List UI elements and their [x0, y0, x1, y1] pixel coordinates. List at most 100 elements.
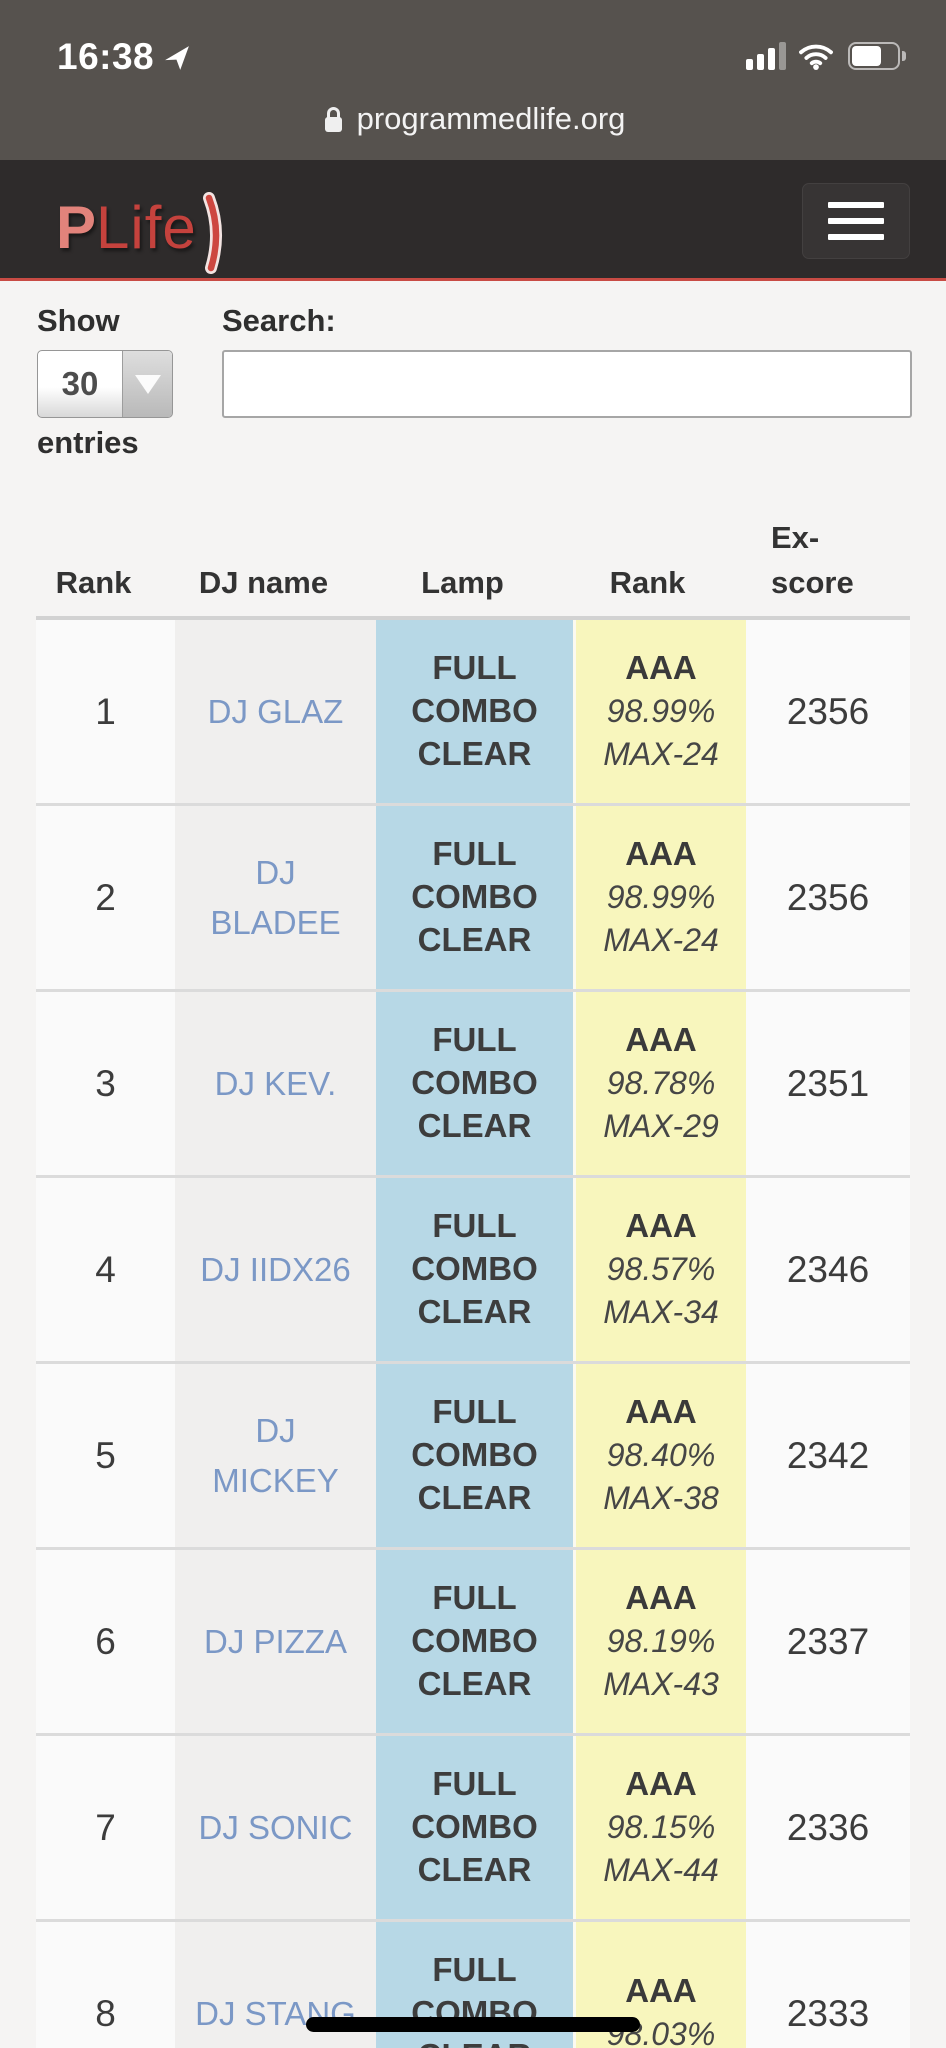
grade-cell: AAA 98.99% MAX-24	[573, 620, 746, 803]
dj-profile-link[interactable]: DJ PIZZA	[203, 1622, 347, 1660]
lamp-cell: FULL COMBO CLEAR	[376, 806, 573, 989]
exscore-cell: 2333	[786, 1992, 870, 2034]
grade-percent: 98.19%	[606, 1622, 716, 1659]
header-lamp[interactable]: Lamp	[421, 565, 504, 601]
grade-label: AAA	[625, 834, 697, 872]
exscore-cell: 2356	[786, 690, 870, 732]
grade-cell: AAA 98.15% MAX-44	[573, 1736, 746, 1919]
home-indicator[interactable]	[306, 2017, 640, 2032]
grade-cell: AAA 98.03%	[573, 1922, 746, 2048]
rank-cell: 7	[95, 1806, 116, 1848]
wifi-icon	[799, 44, 833, 70]
exscore-cell: 2336	[786, 1806, 870, 1848]
logo-swoosh-icon	[202, 192, 222, 274]
rank-cell: 2	[95, 876, 116, 918]
dj-profile-link[interactable]: DJ SONIC	[198, 1808, 353, 1846]
lamp-cell: FULL COMBO CLEAR	[376, 992, 573, 1175]
leaderboard-table: Rank DJ name Lamp Rank Ex-score 1 DJ GLA…	[36, 494, 910, 2048]
exscore-cell: 2342	[786, 1434, 870, 1476]
grade-label: AAA	[625, 1972, 697, 2010]
grade-max-diff: MAX-34	[603, 1293, 719, 1330]
dj-name-cell: DJ IIDX26	[175, 1178, 376, 1361]
entries-length-select[interactable]: 30	[37, 350, 173, 418]
exscore-cell: 2351	[786, 1062, 870, 1104]
grade-max-diff: MAX-24	[603, 921, 719, 958]
grade-cell: AAA 98.19% MAX-43	[573, 1550, 746, 1733]
location-arrow-icon	[165, 46, 190, 70]
grade-label: AAA	[625, 1578, 697, 1616]
header-grade-rank[interactable]: Rank	[609, 565, 686, 601]
dj-name-cell: DJ KEV.	[175, 992, 376, 1175]
clock-text: 16:38	[57, 36, 155, 77]
dj-name-cell: DJ MICKEY	[175, 1364, 376, 1547]
grade-label: AAA	[625, 1206, 697, 1244]
dj-name-cell: DJ PIZZA	[175, 1550, 376, 1733]
dj-name-cell: DJ GLAZ	[175, 620, 376, 803]
lock-icon	[324, 107, 342, 132]
lamp-cell: FULL COMBO CLEAR	[376, 1364, 573, 1547]
grade-max-diff: MAX-29	[603, 1107, 719, 1144]
status-icons	[746, 42, 906, 70]
grade-percent: 98.40%	[606, 1436, 716, 1473]
lamp-cell: FULL COMBO CLEAR	[376, 1736, 573, 1919]
table-row: 5 DJ MICKEY FULL COMBO CLEAR AAA 98.40% …	[36, 1364, 910, 1550]
dj-name-cell: DJ BLADEE	[175, 806, 376, 989]
safari-url-bar[interactable]: programmedlife.org	[0, 96, 946, 142]
grade-label: AAA	[625, 1764, 697, 1802]
exscore-cell: 2337	[786, 1620, 870, 1662]
dropdown-arrow-icon	[122, 351, 172, 417]
grade-label: AAA	[625, 1392, 697, 1430]
grade-cell: AAA 98.57% MAX-34	[573, 1178, 746, 1361]
entries-length-value: 30	[61, 365, 99, 402]
rank-cell: 4	[95, 1248, 116, 1290]
grade-percent: 98.99%	[606, 878, 716, 915]
lamp-cell: FULL COMBO CLEAR	[376, 1550, 573, 1733]
grade-max-diff: MAX-24	[603, 735, 719, 772]
table-row: 2 DJ BLADEE FULL COMBO CLEAR AAA 98.99% …	[36, 806, 910, 992]
dj-name-cell: DJ SONIC	[175, 1736, 376, 1919]
exscore-cell: 2356	[786, 876, 870, 918]
grade-percent: 98.57%	[606, 1250, 716, 1287]
grade-cell: AAA 98.99% MAX-24	[573, 806, 746, 989]
table-row: 7 DJ SONIC FULL COMBO CLEAR AAA 98.15% M…	[36, 1736, 910, 1922]
grade-label: AAA	[625, 648, 697, 686]
logo-letter-p: P	[56, 194, 97, 261]
logo-text-life: Life	[96, 194, 197, 261]
lamp-cell: FULL COMBO CLEAR	[376, 1178, 573, 1361]
dj-profile-link[interactable]: DJ GLAZ	[207, 692, 344, 730]
grade-cell: AAA 98.40% MAX-38	[573, 1364, 746, 1547]
rank-cell: 8	[95, 1992, 116, 2034]
table-row: 1 DJ GLAZ FULL COMBO CLEAR AAA 98.99% MA…	[36, 620, 910, 806]
table-row: 4 DJ IIDX26 FULL COMBO CLEAR AAA 98.57% …	[36, 1178, 910, 1364]
url-text: programmedlife.org	[356, 101, 626, 136]
battery-icon	[848, 42, 906, 70]
grade-label: AAA	[625, 1020, 697, 1058]
ios-status-bar: 16:38 programmedlife.or	[0, 0, 946, 160]
table-header-row: Rank DJ name Lamp Rank Ex-score	[36, 494, 910, 620]
grade-max-diff: MAX-38	[603, 1479, 719, 1516]
grade-percent: 98.99%	[606, 692, 716, 729]
dj-profile-link[interactable]: DJ MICKEY	[212, 1412, 339, 1499]
table-row: 6 DJ PIZZA FULL COMBO CLEAR AAA 98.19% M…	[36, 1550, 910, 1736]
exscore-cell: 2346	[786, 1248, 870, 1290]
table-row: 3 DJ KEV. FULL COMBO CLEAR AAA 98.78% MA…	[36, 992, 910, 1178]
header-rank[interactable]: Rank	[55, 565, 132, 601]
dj-profile-link[interactable]: DJ KEV.	[214, 1064, 337, 1102]
site-logo[interactable]: P Life	[56, 192, 228, 274]
show-label: Show	[37, 303, 120, 338]
cellular-signal-icon	[746, 42, 786, 70]
rank-cell: 5	[95, 1434, 116, 1476]
dj-name-cell: DJ STANG	[175, 1922, 376, 2048]
status-time: 16:38	[57, 36, 190, 78]
grade-percent: 98.78%	[606, 1064, 716, 1101]
hamburger-menu-button[interactable]	[802, 183, 910, 259]
site-header: P Life	[0, 160, 946, 281]
header-dj-name[interactable]: DJ name	[198, 565, 329, 601]
rank-cell: 6	[95, 1620, 116, 1662]
dj-profile-link[interactable]: DJ BLADEE	[210, 854, 341, 941]
grade-percent: 98.15%	[606, 1808, 716, 1845]
dj-profile-link[interactable]: DJ IIDX26	[200, 1250, 351, 1288]
search-label: Search:	[222, 303, 336, 338]
search-input[interactable]	[222, 350, 912, 418]
header-ex-score[interactable]: Ex-score	[771, 520, 854, 601]
